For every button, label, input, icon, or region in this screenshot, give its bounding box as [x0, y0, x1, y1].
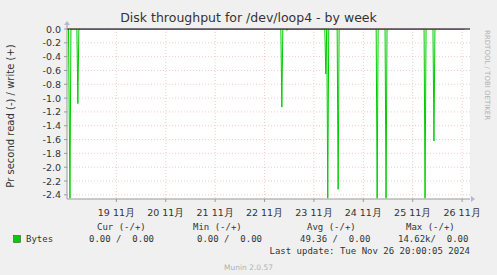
stats-value: 49.36 / 0.00 — [300, 234, 370, 244]
stats-header: Min (-/+) — [193, 222, 242, 232]
stats-header: Avg (-/+) — [307, 222, 356, 232]
grid-line — [67, 194, 470, 195]
y-tick-label: 0.0 — [46, 24, 61, 35]
footer: Munin 2.0.57 — [224, 263, 273, 272]
stats-value: 0.00 / 0.00 — [89, 234, 154, 244]
stats-value: 0.00 / 0.00 — [197, 234, 262, 244]
grid-line — [264, 29, 265, 199]
y-tick-label: -2.4 — [42, 189, 61, 200]
grid-line — [67, 29, 470, 30]
grid-line — [67, 111, 470, 112]
axis-arrow — [64, 21, 70, 25]
grid-line — [67, 42, 470, 43]
x-tick-label: 24 11月 — [345, 207, 382, 218]
title: Disk throughput for /dev/loop4 - by week — [120, 10, 377, 25]
stats-header: Max (-/+) — [406, 222, 455, 232]
grid-line — [412, 29, 413, 199]
x-tick-label: 20 11月 — [147, 207, 184, 218]
y-tick-label: -1.6 — [42, 134, 61, 145]
stats-header: Cur (-/+) — [97, 222, 146, 232]
grid-line — [67, 125, 470, 126]
grid-line — [363, 29, 364, 199]
y-tick-label: -0.8 — [42, 79, 61, 90]
grid-line — [67, 139, 470, 140]
y-tick-label: -1.2 — [42, 106, 61, 117]
x-tick-label: 19 11月 — [98, 207, 135, 218]
grid-line — [313, 29, 314, 199]
grid-line — [67, 70, 470, 71]
grid-line — [67, 98, 470, 99]
x-tick-label: 26 11月 — [443, 207, 480, 218]
x-tick-label: 22 11月 — [246, 207, 283, 218]
y-tick-label: -1.0 — [42, 93, 61, 104]
zero-line — [67, 29, 470, 30]
y-tick-label: -1.8 — [42, 148, 61, 159]
y-tick-label: -0.6 — [42, 65, 61, 76]
grid-line — [116, 29, 117, 199]
chart: Disk throughput for /dev/loop4 - by week… — [0, 0, 497, 275]
grid-line — [67, 181, 470, 182]
x-tick-label: 21 11月 — [197, 207, 234, 218]
grid-line — [165, 29, 166, 199]
x-tick-label: 25 11月 — [394, 207, 431, 218]
legend-swatch — [14, 236, 21, 243]
background — [0, 0, 497, 275]
y-tick-label: -0.2 — [42, 37, 61, 48]
grid-line — [67, 167, 470, 168]
y-tick-label: -0.4 — [42, 51, 61, 62]
data-line — [67, 29, 465, 198]
x-axis — [67, 199, 470, 200]
legend-label: Bytes — [26, 234, 53, 244]
grid-line — [67, 153, 470, 154]
grid-line — [67, 56, 470, 57]
grid-line — [215, 29, 216, 199]
y-tick-label: -1.4 — [42, 120, 61, 131]
axis-arrow — [471, 196, 475, 202]
last-update: Last update: Tue Nov 26 20:00:05 2024 — [270, 246, 470, 256]
y-axis-label: Pr second read (-) / write (+) — [5, 44, 16, 187]
stats-value: 14.62k/ 0.00 — [398, 234, 468, 244]
grid-line — [67, 84, 470, 85]
data-group — [67, 29, 465, 198]
grid-line — [462, 29, 463, 199]
watermark: RRDTOOL / TOBI OETIKER — [483, 30, 491, 120]
y-tick-label: -2.2 — [42, 176, 61, 187]
x-tick-label: 23 11月 — [295, 207, 332, 218]
plot-area — [67, 29, 470, 199]
y-axis — [67, 25, 68, 199]
y-tick-label: -2.0 — [42, 162, 61, 173]
